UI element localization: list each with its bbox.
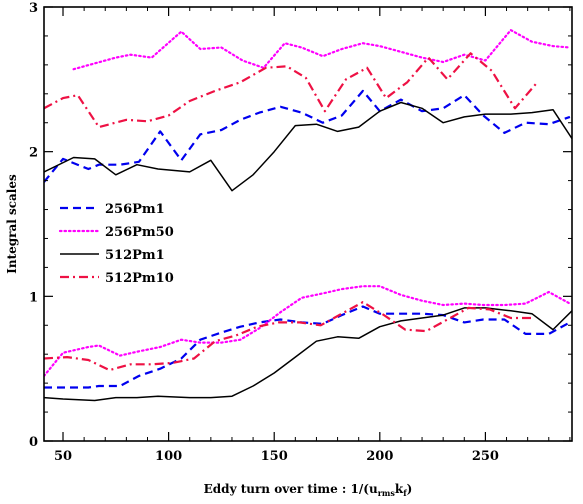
y-axis-title: Integral scales <box>5 174 19 274</box>
x-axis-title-sub-f: f <box>403 488 407 498</box>
plot-frame <box>43 6 573 442</box>
series-line-256Pm1-upper <box>44 89 571 183</box>
labels-layer: 50 100 150 200 250 0 1 2 3 <box>29 1 499 464</box>
series-line-256Pm1-lower <box>44 305 571 389</box>
legend-label-512Pm10: 512Pm10 <box>105 271 174 286</box>
legend-label-256Pm1: 256Pm1 <box>105 202 165 217</box>
x-tick-label: 250 <box>472 449 499 464</box>
y-tick-label: 3 <box>29 1 38 16</box>
x-axis-title-close: ) <box>407 482 413 496</box>
y-tick-label: 2 <box>29 146 38 161</box>
x-axis-title-main: Eddy turn over time : 1/(u <box>204 482 378 496</box>
x-axis-title-sub-rms: rms <box>378 488 396 498</box>
x-tick-label: 100 <box>155 449 182 464</box>
x-axis-title-k: k <box>395 482 404 496</box>
series-layer <box>44 29 572 402</box>
series-line-256Pm50-upper <box>72 29 572 71</box>
legend: 256Pm1 256Pm50 512Pm1 512Pm10 <box>58 202 174 286</box>
legend-label-512Pm1: 512Pm1 <box>105 248 165 263</box>
y-tick-label: 0 <box>29 435 38 450</box>
series-line-512Pm10-upper <box>44 52 537 129</box>
x-tick-label: 150 <box>261 449 288 464</box>
series-line-512Pm1-upper <box>44 101 572 192</box>
series-line-512Pm1-lower <box>44 307 572 402</box>
ticks-layer <box>44 6 572 442</box>
x-axis-title: Eddy turn over time : 1/(urmskf) <box>204 482 413 498</box>
y-tick-label: 1 <box>29 290 38 305</box>
series-line-256Pm50-lower <box>44 285 572 377</box>
x-tick-label: 50 <box>54 449 72 464</box>
legend-label-256Pm50: 256Pm50 <box>105 225 174 240</box>
series-line-512Pm10-lower <box>44 301 532 372</box>
x-tick-label: 200 <box>366 449 393 464</box>
